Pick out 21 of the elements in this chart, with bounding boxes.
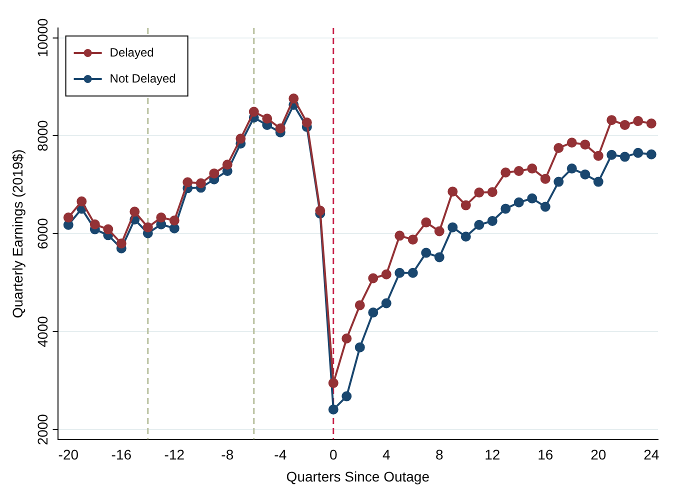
x-tick-label: -20 [58,446,79,463]
y-axis-title: Quarterly Earnings (2019$) [9,149,26,318]
y-tick-label: 6000 [34,218,51,250]
x-tick-label: -4 [274,446,287,463]
legend-label: Not Delayed [110,71,176,86]
x-tick-label: 12 [484,446,500,463]
y-tick-label: 2000 [34,414,51,446]
y-tick-label: 10000 [34,18,51,58]
x-tick-label: 0 [329,446,338,463]
x-axis-title: Quarters Since Outage [286,468,430,484]
x-tick-label: 4 [382,446,390,463]
x-tick-label: 20 [590,446,606,463]
x-tick-label: 24 [644,446,660,463]
x-tick-label: -8 [221,446,234,463]
x-tick-label: -12 [164,446,185,463]
y-tick-label: 4000 [34,316,51,348]
x-tick-label: 16 [538,446,554,463]
y-tick-label: 8000 [34,120,51,152]
x-tick-label: -16 [111,446,132,463]
x-tick-label: 8 [435,446,444,463]
legend-label: Delayed [110,45,154,60]
